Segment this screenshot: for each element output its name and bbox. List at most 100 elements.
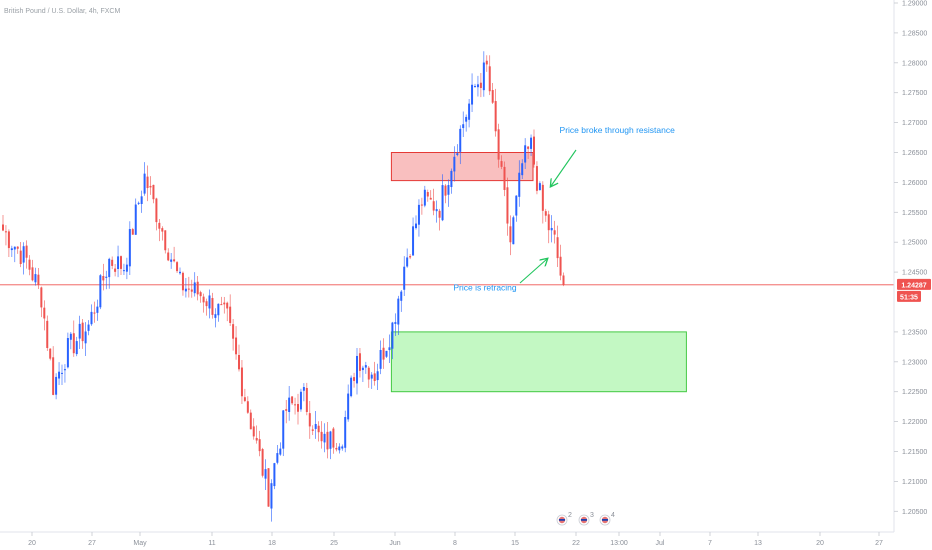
candle[interactable] — [122, 263, 125, 276]
candle[interactable] — [267, 468, 270, 507]
candle[interactable] — [273, 462, 276, 490]
candle[interactable] — [149, 176, 152, 195]
candle[interactable] — [170, 252, 173, 269]
candle[interactable] — [69, 332, 72, 350]
candle[interactable] — [52, 346, 55, 396]
candle[interactable] — [255, 425, 258, 444]
candle[interactable] — [40, 286, 43, 318]
candle[interactable] — [105, 270, 108, 290]
candle[interactable] — [400, 290, 403, 312]
candle[interactable] — [279, 442, 282, 456]
candle[interactable] — [553, 220, 556, 244]
candle[interactable] — [114, 263, 117, 277]
price-axis[interactable]: 1.29000 1.28500 1.28000 1.27500 1.27000 1.265… — [894, 1, 927, 516]
candle[interactable] — [49, 348, 52, 361]
candle[interactable] — [93, 301, 96, 323]
candle[interactable] — [179, 267, 181, 275]
candle[interactable] — [317, 421, 320, 442]
candle[interactable] — [379, 340, 382, 375]
candle[interactable] — [500, 155, 503, 170]
candle[interactable] — [397, 295, 400, 336]
candle[interactable] — [323, 423, 326, 453]
candle[interactable] — [488, 55, 491, 96]
candle[interactable] — [137, 201, 140, 205]
candle[interactable] — [308, 400, 311, 439]
candle[interactable] — [367, 366, 370, 388]
candle[interactable] — [288, 386, 291, 421]
candle[interactable] — [403, 256, 406, 296]
candle[interactable] — [37, 267, 40, 289]
candles-layer[interactable] — [2, 51, 565, 522]
candle[interactable] — [214, 308, 217, 328]
candle[interactable] — [102, 263, 105, 291]
candle[interactable] — [217, 303, 220, 322]
candle[interactable] — [515, 195, 518, 222]
candle[interactable] — [299, 388, 302, 412]
candle[interactable] — [196, 276, 199, 301]
candle[interactable] — [320, 421, 323, 449]
candle[interactable] — [409, 253, 412, 260]
candle[interactable] — [447, 179, 450, 207]
candle[interactable] — [441, 174, 444, 222]
candle[interactable] — [438, 208, 441, 231]
candle[interactable] — [72, 320, 75, 357]
candle[interactable] — [31, 259, 34, 282]
candle[interactable] — [347, 384, 350, 422]
candle[interactable] — [211, 292, 214, 319]
candle[interactable] — [444, 184, 447, 204]
candle[interactable] — [524, 138, 527, 169]
candle[interactable] — [423, 185, 426, 208]
candle[interactable] — [294, 397, 297, 415]
candle[interactable] — [181, 271, 184, 296]
candle[interactable] — [302, 383, 305, 402]
candle[interactable] — [46, 315, 49, 351]
candle[interactable] — [494, 88, 497, 137]
candle[interactable] — [417, 199, 420, 237]
candle[interactable] — [335, 442, 338, 452]
candle[interactable] — [332, 427, 335, 454]
candle[interactable] — [509, 215, 512, 256]
candle[interactable] — [521, 159, 524, 179]
candle[interactable] — [13, 246, 16, 263]
candle[interactable] — [338, 443, 341, 454]
candle[interactable] — [208, 289, 211, 319]
candle[interactable] — [173, 246, 176, 263]
candle[interactable] — [161, 226, 164, 241]
candle[interactable] — [341, 444, 344, 451]
candle[interactable] — [282, 410, 285, 457]
candle[interactable] — [131, 227, 134, 235]
candle[interactable] — [562, 272, 565, 287]
candle[interactable] — [164, 230, 167, 254]
candle[interactable] — [270, 479, 273, 522]
candle[interactable] — [134, 198, 137, 235]
candle[interactable] — [220, 296, 223, 306]
candle[interactable] — [199, 290, 202, 303]
candle[interactable] — [432, 188, 435, 216]
candle[interactable] — [512, 215, 515, 245]
candle[interactable] — [58, 362, 61, 385]
candle[interactable] — [238, 344, 240, 372]
candle[interactable] — [99, 274, 102, 310]
candle[interactable] — [388, 334, 391, 364]
candle[interactable] — [482, 51, 485, 97]
candle[interactable] — [538, 181, 541, 191]
candle[interactable] — [258, 430, 261, 457]
candle[interactable] — [305, 382, 308, 416]
candle[interactable] — [87, 320, 90, 336]
candle[interactable] — [143, 162, 146, 196]
candle[interactable] — [376, 363, 379, 390]
candle[interactable] — [370, 372, 373, 389]
candle[interactable] — [373, 361, 376, 386]
candle[interactable] — [19, 241, 22, 268]
candle[interactable] — [412, 217, 415, 256]
candle[interactable] — [361, 365, 364, 383]
candle[interactable] — [90, 304, 93, 326]
candle[interactable] — [10, 245, 13, 257]
candle[interactable] — [226, 301, 229, 322]
candle[interactable] — [435, 200, 438, 223]
candle[interactable] — [491, 82, 494, 104]
candle[interactable] — [240, 359, 243, 405]
candle[interactable] — [471, 73, 474, 113]
candle[interactable] — [533, 129, 535, 168]
